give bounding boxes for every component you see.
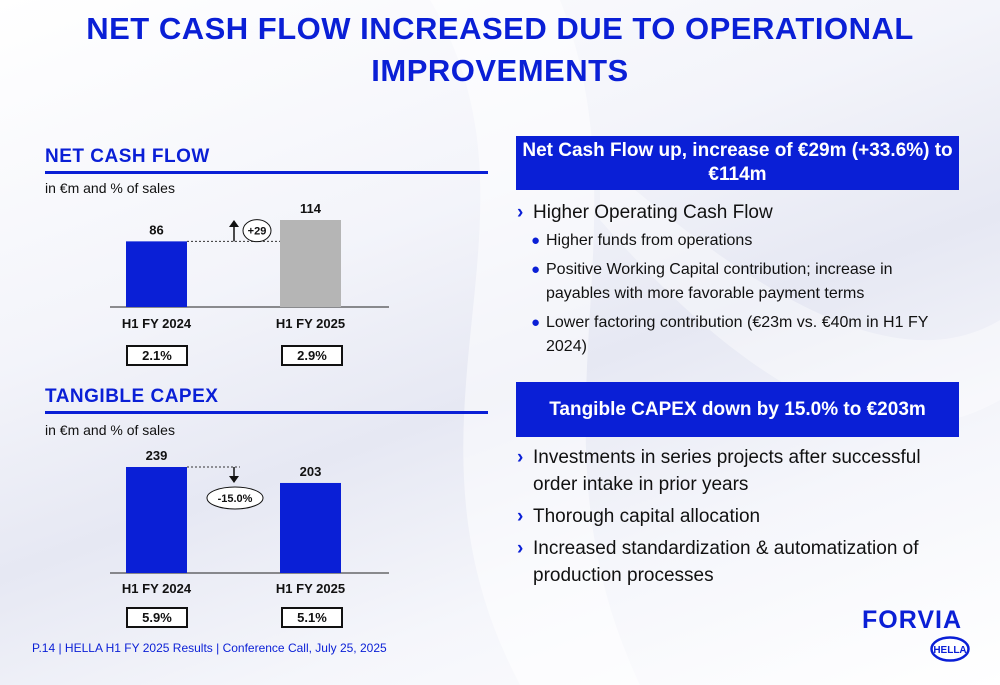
hella-logo-text: HELLA — [933, 645, 966, 656]
chevron-right-icon: › — [517, 538, 524, 559]
delta-badge — [206, 486, 264, 510]
bar-value-label: 86 — [149, 222, 163, 237]
bar-h1-fy-2025 — [280, 220, 341, 307]
arrow-up-icon — [229, 220, 239, 227]
arrow-down-icon — [229, 475, 239, 483]
capex-pct-of-sales-h1-2024: 5.9% — [126, 607, 188, 628]
tangible-capex-heading: TANGIBLE CAPEX — [45, 386, 488, 414]
bullet-investments-series-projects: › Investments in series projects after s… — [517, 444, 921, 498]
tangible-capex-chart: 239 H1 FY 2024 203 H1 FY 2025 -15.0% — [110, 448, 389, 596]
pct-of-sales-h1-2024: 2.1% — [126, 345, 188, 366]
bullet-dot-icon: ● — [531, 232, 541, 249]
bullet-dot-icon: ● — [531, 314, 541, 331]
page-title: NET CASH FLOW INCREASED DUE TO OPERATION… — [86, 11, 914, 88]
hella-logo: HELLA — [930, 636, 970, 662]
net-cash-flow-heading: NET CASH FLOW — [45, 146, 488, 174]
bullet-dot-icon: ● — [531, 261, 541, 278]
capex-pct-of-sales-h1-2025: 5.1% — [281, 607, 343, 628]
ncf-banner-line-2: €114m — [708, 164, 767, 185]
bullet-higher-operating-cash-flow: › Higher Operating Cash Flow — [517, 199, 773, 226]
footer-page-info: P.14 | HELLA H1 FY 2025 Results | Confer… — [32, 641, 387, 655]
bar-h1-fy-2024 — [126, 467, 187, 573]
sub-bullet-funds: ● Higher funds from operations — [530, 229, 752, 253]
sub-bullet-working-capital: ● Positive Working Capital contribution;… — [530, 258, 893, 306]
tangible-capex-banner: Tangible CAPEX down by 15.0% to €203m — [516, 382, 959, 437]
category-label: H1 FY 2024 — [122, 316, 192, 331]
bullet-capital-allocation: › Thorough capital allocation — [517, 503, 760, 530]
sub-bullet-factoring: ● Lower factoring contribution (€23m vs.… — [530, 311, 928, 359]
category-label: H1 FY 2024 — [122, 581, 192, 596]
bar-h1-fy-2024 — [126, 241, 187, 307]
chevron-right-icon: › — [517, 447, 524, 468]
net-cash-flow-unit-note: in €m and % of sales — [45, 180, 175, 196]
bar-value-label: 114 — [300, 201, 322, 216]
delta-badge — [242, 219, 272, 243]
category-label: H1 FY 2025 — [276, 316, 345, 331]
pct-of-sales-h1-2025: 2.9% — [281, 345, 343, 366]
bar-h1-fy-2025 — [280, 482, 341, 573]
ncf-banner-line-1: Net Cash Flow up, increase of €29m (+33.… — [522, 140, 953, 161]
chevron-right-icon: › — [517, 506, 524, 527]
net-cash-flow-chart: 86 H1 FY 2024 114 H1 FY 2025 +29 — [110, 201, 389, 331]
forvia-logo: FORVIA — [862, 606, 962, 634]
delta-label: -15.0% — [218, 493, 253, 505]
bar-value-label: 239 — [146, 448, 168, 463]
tangible-capex-unit-note: in €m and % of sales — [45, 422, 175, 438]
category-label: H1 FY 2025 — [276, 581, 345, 596]
net-cash-flow-banner: Net Cash Flow up, increase of €29m (+33.… — [516, 136, 959, 190]
bullet-standardization: › Increased standardization & automatiza… — [517, 535, 919, 589]
chevron-right-icon: › — [517, 202, 524, 223]
delta-label: +29 — [248, 226, 267, 238]
bar-value-label: 203 — [300, 464, 322, 479]
